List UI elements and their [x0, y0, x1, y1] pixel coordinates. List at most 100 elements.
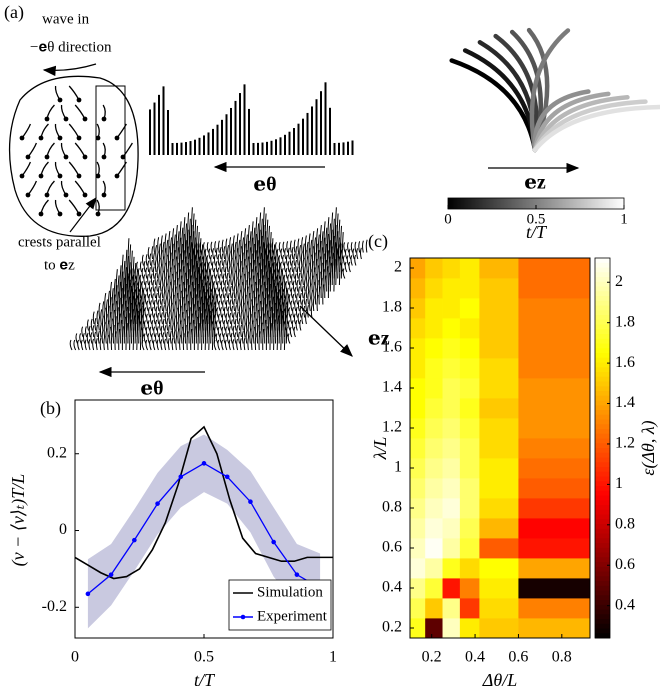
arrow	[69, 197, 97, 233]
colorbar-step	[595, 495, 610, 501]
heatmap-cell	[410, 338, 426, 359]
tick-label: 0	[444, 211, 452, 227]
heatmap-cell	[459, 318, 480, 339]
colorbar-step	[595, 562, 610, 568]
x-tick-label: 0.4	[465, 649, 485, 666]
marker	[132, 537, 137, 543]
heatmap-cell	[442, 298, 461, 319]
heatmap-cell	[518, 258, 591, 279]
heatmap-cell	[459, 438, 480, 459]
y-tick-label: 1.8	[382, 299, 402, 316]
y-tick-label: -0.2	[42, 598, 67, 615]
colorbar-step	[595, 524, 610, 530]
colorbar-step	[595, 471, 610, 477]
colorbar-step	[595, 476, 610, 482]
heatmap-cell	[459, 498, 480, 519]
y-tick-label: 1.2	[382, 419, 402, 436]
heatmap-cell	[479, 598, 519, 619]
panel-label: (b)	[40, 398, 61, 419]
heatmap-cell	[425, 378, 443, 399]
colorbar-step	[595, 324, 610, 330]
heatmap-cell	[442, 318, 461, 339]
heatmap-cell	[442, 558, 461, 579]
heatmap-cell	[425, 578, 443, 599]
marker	[85, 591, 91, 597]
colorbar-step	[595, 533, 610, 539]
colorbar-step	[595, 448, 610, 454]
legend-label: Simulation	[257, 584, 323, 600]
heatmap-cell	[518, 578, 591, 599]
colorbar-step	[595, 609, 610, 615]
colorbar-step	[595, 581, 610, 587]
heatmap-cell	[518, 398, 591, 419]
heatmap-cell	[459, 398, 480, 419]
heatmap-cell	[425, 338, 443, 359]
heatmap-cell	[479, 418, 519, 439]
heatmap-cell	[479, 498, 519, 519]
colorbar-step	[595, 433, 610, 439]
arrow	[299, 305, 353, 357]
cilium	[54, 199, 61, 215]
heatmap-cell	[442, 338, 461, 359]
heatmap-cell	[479, 318, 519, 339]
colorbar-tick-label: 1.6	[615, 354, 635, 371]
colorbar-step	[595, 258, 610, 264]
colorbar-step	[595, 576, 610, 582]
colorbar-tick-label: 2	[615, 273, 623, 290]
y-tick-label: 0.2	[382, 619, 402, 636]
colorbar-step	[595, 386, 610, 392]
cilium	[74, 142, 86, 158]
heatmap-cell	[459, 538, 480, 559]
heatmap-cell	[479, 558, 519, 579]
panel-label: (a)	[4, 2, 24, 23]
heatmap-cell	[410, 298, 426, 319]
y-axis-label: λ/L	[370, 437, 390, 461]
cilium	[60, 142, 67, 158]
cilium	[68, 123, 80, 139]
cilium	[102, 180, 106, 196]
cilium	[46, 104, 55, 120]
y-tick-label: 0.6	[382, 539, 402, 556]
colorbar-step	[595, 505, 610, 511]
colorbar-step	[595, 391, 610, 397]
cilium	[40, 199, 49, 215]
heatmap-cell	[518, 498, 591, 519]
colorbar-step	[595, 372, 610, 378]
y-tick-label: 0	[59, 521, 67, 538]
heatmap-cell	[442, 398, 461, 419]
cilium	[27, 142, 38, 158]
heatmap-cell	[479, 398, 519, 419]
heatmap-cell	[479, 278, 519, 299]
colorbar-step	[595, 414, 610, 420]
colorbar-step	[595, 500, 610, 506]
heatmap-cell	[425, 438, 443, 459]
heatmap-cell	[518, 378, 591, 399]
colorbar-step	[595, 272, 610, 278]
heatmap-cell	[425, 518, 443, 539]
y-tick-label: 0.2	[47, 444, 67, 461]
legend-label: Experiment	[257, 608, 328, 624]
crest-box	[95, 85, 126, 211]
heatmap-cell	[479, 258, 519, 279]
heatmap-cell	[459, 338, 480, 359]
colorbar-step	[595, 467, 610, 473]
error-band	[87, 434, 321, 629]
heatmap-cell	[518, 338, 591, 359]
heatmap-cell	[518, 358, 591, 379]
heatmap-cell	[410, 378, 426, 399]
colorbar-step	[595, 381, 610, 387]
heatmap-cell	[518, 518, 591, 539]
cilium	[21, 123, 32, 139]
cilium	[27, 180, 38, 196]
marker	[294, 572, 300, 577]
heatmap-cell	[425, 358, 443, 379]
colorbar-step	[595, 443, 610, 449]
colorbar-step	[595, 623, 610, 629]
heatmap-cell	[518, 618, 591, 639]
arrow	[42, 63, 97, 77]
cilium	[102, 142, 106, 158]
colorbar-step	[595, 590, 610, 596]
cilium	[96, 199, 100, 215]
heatmap-cell	[425, 318, 443, 339]
cilium	[116, 123, 127, 139]
